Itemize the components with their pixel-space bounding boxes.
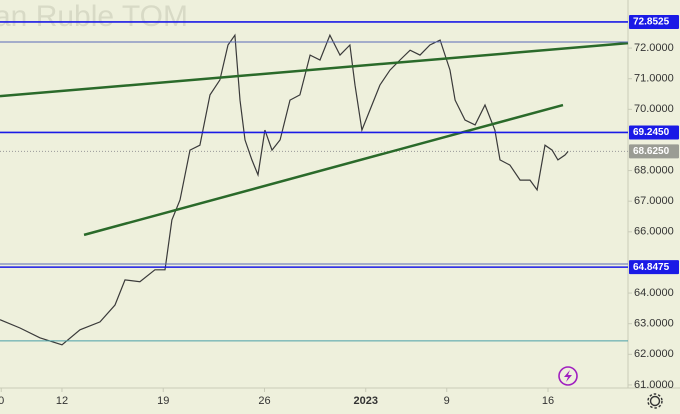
lightning-icon[interactable] [558,366,578,386]
y-tick-label: 61.0000 [634,379,674,391]
level-label-box [629,14,679,29]
x-tick-label: 12 [56,395,68,407]
trend-line [83,103,564,237]
level-label: 69.2450 [633,127,670,138]
trend-line [0,41,629,98]
y-tick-label: 67.0000 [634,195,674,207]
level-label-box [629,125,679,140]
level-label: 64.8475 [633,262,670,273]
x-tick-label: 26 [258,395,270,407]
settings-icon[interactable] [647,393,663,409]
y-tick-label: 72.0000 [634,42,674,54]
y-tick-label: 66.0000 [634,226,674,238]
y-tick-label: 70.0000 [634,103,674,115]
price-line [0,33,569,346]
x-tick-label: 0 [0,395,4,407]
x-tick-label: 9 [444,395,450,407]
y-tick-label: 64.0000 [634,287,674,299]
y-tick-label: 63.0000 [634,318,674,330]
x-tick-label: 19 [157,395,169,407]
y-tick-label: 62.0000 [634,348,674,360]
last-price-label: 68.6250 [633,146,670,157]
level-label: 72.8525 [633,17,670,28]
x-tick-label: 16 [542,395,554,407]
y-tick-label: 68.0000 [634,164,674,176]
level-label-box [629,260,679,275]
watermark-title: an Ruble TOM [0,0,188,33]
x-tick-label: 2023 [354,395,378,407]
y-tick-label: 71.0000 [634,73,674,85]
last-price-box [629,144,679,159]
